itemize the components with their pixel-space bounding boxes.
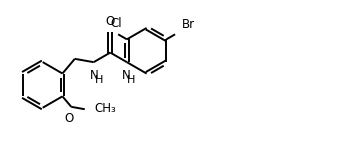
Text: Br: Br — [181, 18, 195, 31]
Text: Cl: Cl — [110, 17, 122, 30]
Text: N: N — [122, 70, 131, 82]
Text: N: N — [90, 70, 98, 82]
Text: H: H — [127, 75, 136, 85]
Text: CH₃: CH₃ — [95, 102, 117, 115]
Text: H: H — [95, 75, 103, 85]
Text: O: O — [106, 15, 115, 28]
Text: O: O — [64, 112, 73, 125]
